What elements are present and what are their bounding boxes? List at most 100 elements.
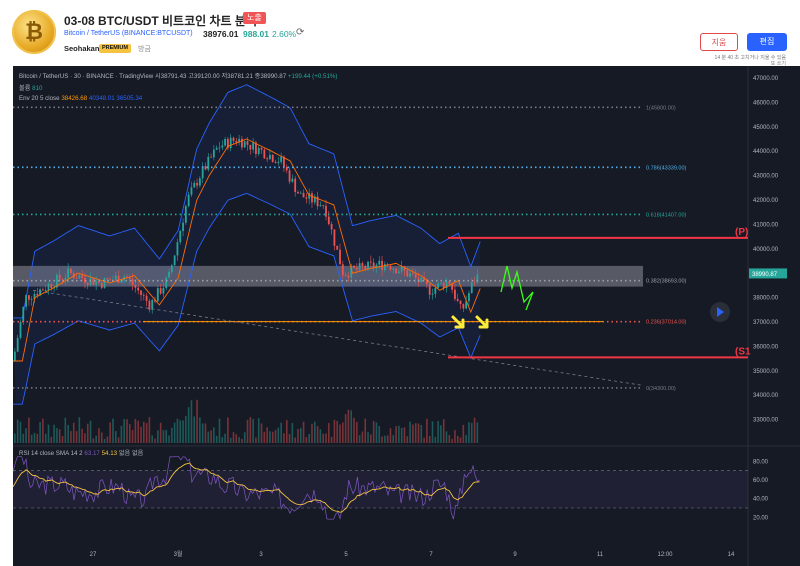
last-price-value: 38990.87	[752, 272, 778, 278]
volume-bar	[117, 437, 120, 443]
price-axis-tick: 46000.00	[753, 100, 779, 106]
price-axis-tick: 37000.00	[753, 320, 779, 326]
volume-bar	[468, 422, 470, 443]
idea-title: 03-08 BTC/USDT 비트코인 차트 분석	[64, 14, 258, 28]
volume-bar	[224, 433, 226, 443]
volume-bar	[215, 435, 218, 443]
candle-body	[305, 197, 308, 199]
chart-canvas[interactable]: 47000.00 46000.00 45000.00 44000.00 43000.00…	[13, 66, 800, 566]
post-time: 방금	[138, 46, 151, 53]
edit-button[interactable]: 편집	[747, 33, 787, 51]
candle-body	[294, 178, 297, 192]
volume-bar	[263, 431, 266, 443]
candle-body	[212, 149, 215, 158]
price-axis-tick: 44000.00	[753, 149, 779, 155]
volume-bar	[451, 438, 453, 443]
price-axis-tick: 33000.00	[753, 418, 779, 424]
candle-body	[291, 178, 294, 182]
volume-bar	[232, 432, 235, 443]
volume-bar	[428, 436, 431, 443]
price-change-percent: 2.60%	[272, 29, 297, 39]
volume-bar	[140, 426, 142, 443]
edit-note-line: 14 분 40 초 고치거나 지울 수 있음	[714, 55, 786, 61]
volume-bar	[409, 421, 411, 443]
volume-bar	[157, 430, 159, 443]
symbol-link[interactable]: Bitcoin / TetherUS (BINANCE:BTCUSDT)	[64, 30, 193, 37]
candle-body	[395, 268, 397, 274]
candle-body	[437, 283, 440, 289]
delete-button[interactable]: 지움	[700, 33, 738, 51]
candle-body	[257, 147, 260, 155]
volume-bar	[308, 433, 310, 443]
volume-bar	[257, 418, 260, 443]
volume-bar	[159, 422, 162, 443]
price-axis-tick: 45000.00	[753, 125, 779, 131]
volume-bar	[381, 436, 383, 443]
candle-body	[218, 147, 221, 149]
candle-body	[117, 275, 120, 283]
chart-panel[interactable]: 47000.00 46000.00 45000.00 44000.00 43000.00…	[13, 66, 800, 566]
candle-body	[120, 280, 123, 283]
volume-bar	[173, 422, 176, 443]
edit-note-line: 또 쓰기	[770, 61, 786, 67]
envelope-lower-band	[13, 192, 481, 405]
fib-level-label: 0.786(43339.00)	[646, 165, 687, 171]
volume-bar	[299, 428, 302, 443]
rsi-sma-value: 54.13	[101, 450, 118, 457]
candle-body	[367, 261, 369, 270]
annotation-arrow-icon	[475, 315, 489, 329]
volume-bar	[162, 430, 165, 443]
pivot-level-label: (S1	[735, 346, 751, 357]
candle-body	[187, 194, 190, 207]
volume-bar	[459, 437, 462, 443]
refresh-icon[interactable]: ⟳	[296, 27, 305, 38]
candle-body	[319, 205, 322, 207]
candle-body	[159, 288, 162, 294]
volume-legend: 볼륨 810	[19, 83, 42, 92]
candle-body	[330, 223, 333, 230]
rsi-extra: 없음	[131, 450, 144, 457]
volume-bar	[92, 438, 95, 443]
candle-body	[151, 299, 154, 310]
volume-bar	[370, 434, 372, 443]
candle-body	[476, 274, 479, 283]
volume-bar	[417, 423, 420, 443]
price-axis-tick: 42000.00	[753, 198, 779, 204]
descending-trendline	[32, 289, 644, 386]
bitcoin-logo: ₿	[12, 10, 56, 54]
price-axis-tick: 40000.00	[753, 247, 779, 253]
volume-bar	[353, 417, 355, 443]
volume-bar	[372, 421, 375, 443]
volume-bar	[406, 436, 409, 443]
volume-bar	[313, 421, 316, 443]
candle-body	[392, 268, 395, 270]
price-axis-tick: 41000.00	[753, 222, 779, 228]
volume-bar	[330, 436, 333, 443]
volume-bar	[145, 423, 148, 443]
volume-bar	[19, 421, 22, 443]
candle-body	[263, 149, 266, 159]
candle-body	[81, 275, 84, 278]
candle-body	[336, 245, 339, 250]
rsi-label: RSI 14 close SMA 14 2	[19, 450, 83, 457]
volume-bar	[67, 424, 69, 443]
author-name[interactable]: Seohakant	[64, 44, 102, 53]
candle-body	[58, 274, 61, 280]
volume-bar	[378, 425, 381, 443]
candle-body	[288, 170, 291, 182]
volume-bar	[151, 435, 154, 443]
envelope-upper: 40348.01	[88, 95, 115, 102]
candle-body	[440, 282, 442, 284]
candle-body	[311, 193, 313, 203]
volume-bar	[75, 431, 78, 443]
candle-body	[162, 288, 165, 294]
candle-body	[226, 139, 229, 149]
candle-body	[168, 271, 170, 278]
candle-body	[333, 229, 336, 246]
candle-body	[196, 182, 198, 186]
candle-body	[84, 277, 86, 283]
forecast-path	[500, 265, 534, 311]
volume-bar	[39, 421, 41, 443]
volume-bar	[246, 419, 249, 443]
volume-bar	[473, 417, 476, 443]
